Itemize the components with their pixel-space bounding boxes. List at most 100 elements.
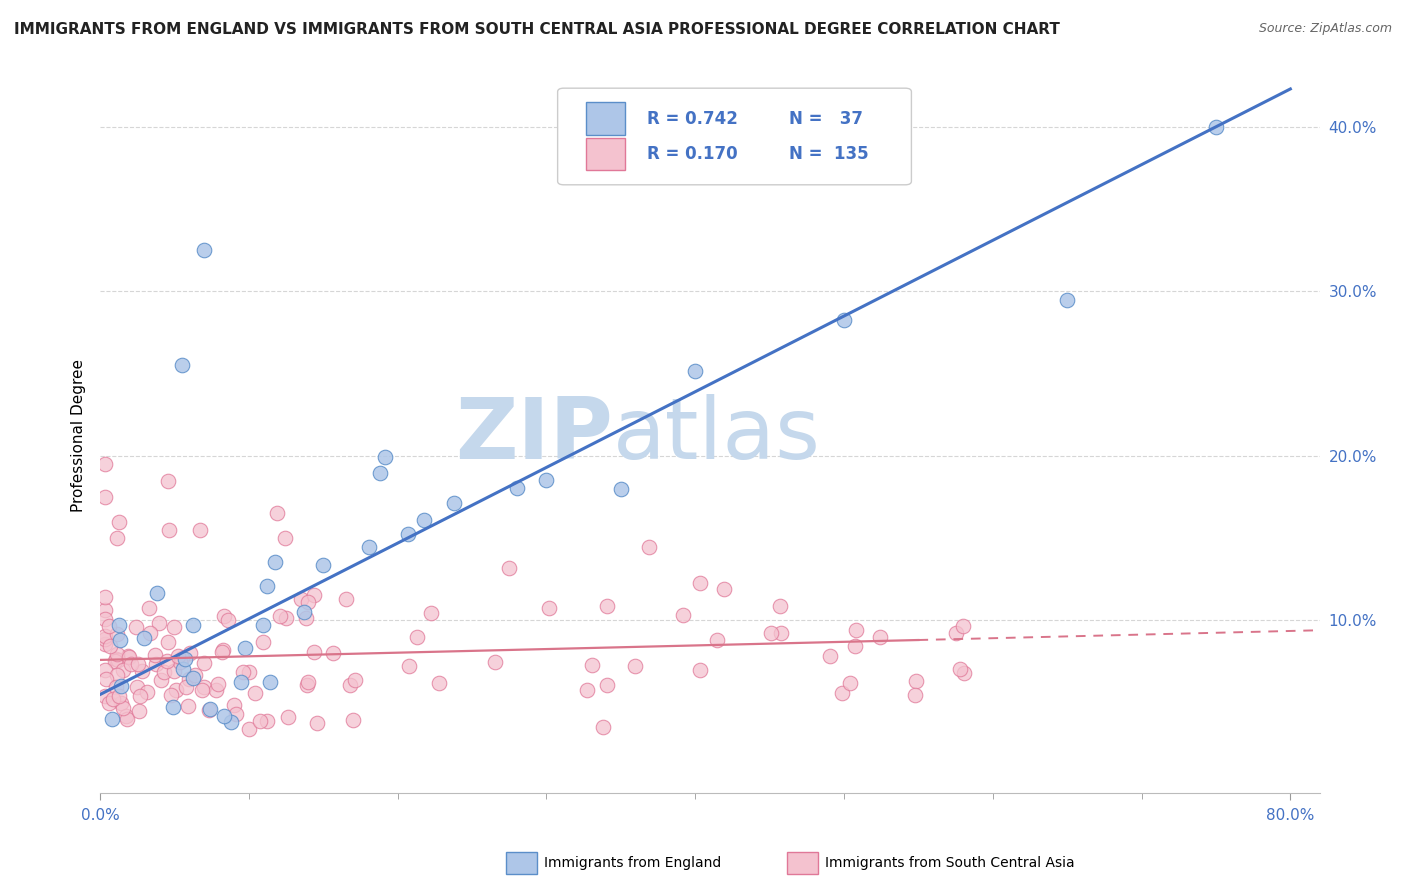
- Point: [107, 653, 129, 667]
- Point: [170, 650, 193, 665]
- Point: [157, 523, 180, 537]
- Point: [93, 637, 115, 651]
- Point: [125, 620, 148, 634]
- Point: [904, 673, 927, 688]
- Point: [238, 722, 260, 736]
- Point: [359, 540, 381, 554]
- FancyBboxPatch shape: [558, 88, 911, 185]
- Point: [98, 697, 121, 711]
- Point: [93, 663, 115, 677]
- Text: atlas: atlas: [613, 394, 821, 477]
- Point: [398, 659, 420, 673]
- Point: [689, 575, 711, 590]
- Point: [243, 685, 266, 699]
- Point: [217, 613, 239, 627]
- Point: [252, 618, 274, 632]
- Point: [181, 618, 204, 632]
- Point: [163, 620, 186, 634]
- Point: [581, 657, 603, 672]
- Point: [713, 582, 735, 597]
- Point: [221, 714, 243, 729]
- Point: [93, 629, 115, 643]
- Point: [101, 713, 124, 727]
- Point: [127, 657, 149, 672]
- Point: [277, 709, 299, 723]
- Point: [156, 654, 179, 668]
- Point: [683, 364, 706, 378]
- Point: [188, 523, 211, 537]
- Point: [297, 595, 319, 609]
- Point: [184, 668, 207, 682]
- Text: N =  135: N = 135: [789, 145, 869, 163]
- Point: [233, 640, 256, 655]
- Point: [252, 634, 274, 648]
- Point: [623, 659, 645, 673]
- Point: [305, 716, 328, 731]
- Point: [672, 608, 695, 623]
- Point: [146, 586, 169, 600]
- Point: [538, 601, 561, 615]
- Point: [160, 688, 183, 702]
- Point: [249, 714, 271, 728]
- Point: [952, 619, 974, 633]
- Point: [339, 678, 361, 692]
- Point: [93, 612, 115, 626]
- Point: [105, 667, 128, 681]
- Text: Source: ZipAtlas.com: Source: ZipAtlas.com: [1258, 22, 1392, 36]
- Point: [129, 689, 152, 703]
- Point: [172, 662, 194, 676]
- Point: [302, 588, 325, 602]
- Point: [368, 467, 391, 481]
- Point: [295, 678, 318, 692]
- Point: [148, 616, 170, 631]
- Point: [274, 531, 297, 545]
- Point: [181, 671, 204, 685]
- Point: [396, 526, 419, 541]
- Point: [205, 682, 228, 697]
- Point: [167, 649, 190, 664]
- Point: [304, 645, 326, 659]
- Point: [427, 676, 450, 690]
- Point: [295, 610, 318, 624]
- Bar: [586, 138, 624, 170]
- Point: [169, 655, 191, 669]
- Point: [105, 680, 128, 694]
- Point: [117, 649, 139, 664]
- Point: [838, 676, 860, 690]
- Point: [125, 680, 148, 694]
- Point: [105, 651, 128, 665]
- Point: [150, 673, 173, 688]
- Point: [406, 631, 429, 645]
- Point: [689, 663, 711, 677]
- Point: [638, 540, 661, 554]
- Point: [844, 639, 866, 653]
- Point: [93, 632, 115, 647]
- Point: [706, 633, 728, 648]
- Point: [105, 647, 128, 661]
- Point: [108, 617, 131, 632]
- Point: [131, 664, 153, 678]
- Point: [117, 649, 139, 664]
- Point: [132, 631, 155, 645]
- Point: [112, 701, 135, 715]
- Point: [297, 674, 319, 689]
- Point: [610, 482, 633, 496]
- Point: [290, 592, 312, 607]
- Point: [198, 703, 221, 717]
- Point: [207, 676, 229, 690]
- Point: [98, 639, 121, 653]
- Point: [110, 679, 132, 693]
- Text: R = 0.742: R = 0.742: [647, 110, 738, 128]
- Point: [139, 626, 162, 640]
- Point: [419, 606, 441, 620]
- Point: [200, 701, 222, 715]
- Point: [343, 673, 366, 687]
- Point: [238, 665, 260, 679]
- Point: [229, 675, 252, 690]
- Point: [264, 555, 287, 569]
- Point: [193, 680, 215, 694]
- Point: [342, 713, 364, 727]
- Point: [212, 709, 235, 723]
- Point: [165, 683, 187, 698]
- Point: [179, 646, 201, 660]
